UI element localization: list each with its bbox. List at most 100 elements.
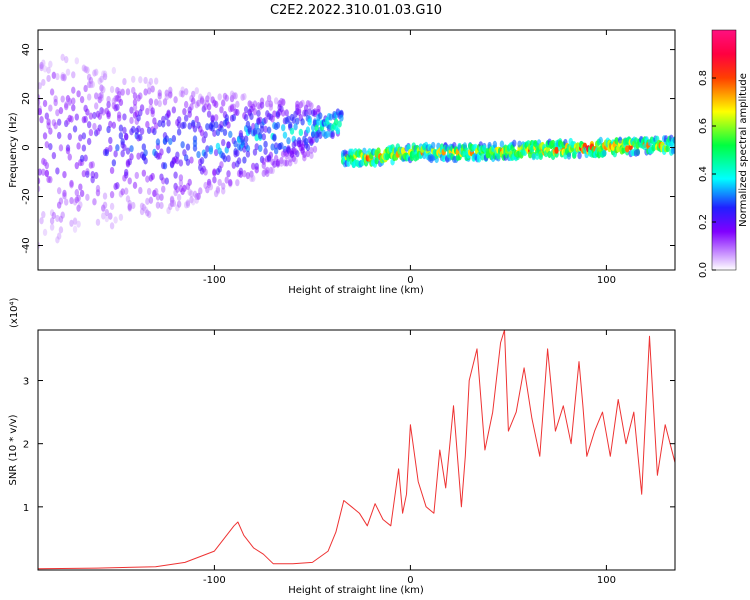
spectrogram-cell [166, 206, 171, 215]
spectrogram-cell [243, 135, 249, 143]
spectrogram-cell [349, 148, 355, 156]
spectrogram-cell [62, 170, 67, 179]
spectrogram-cell [242, 170, 247, 178]
spectrogram-cell [99, 91, 104, 99]
spectrogram-cell [173, 189, 178, 197]
spectrogram-cell [162, 98, 168, 106]
spectrogram-cell [228, 179, 233, 187]
spectrogram-cell [212, 176, 217, 184]
spectrogram-cell [312, 110, 318, 118]
spectrogram-cell [231, 114, 237, 122]
spectrogram-cell [127, 203, 132, 211]
spectrogram-cell [169, 199, 175, 208]
spectrogram-cell [325, 130, 330, 139]
spectrogram-cell [146, 81, 152, 89]
spectrogram-cell [182, 108, 187, 116]
spectrogram-cell [624, 145, 630, 153]
spectrogram-cell [74, 196, 80, 204]
spectrogram-cell [150, 172, 155, 181]
spectrogram-cell [268, 103, 274, 111]
spectrogram-cell [60, 72, 65, 80]
spectrogram-cell [88, 161, 94, 169]
spectrogram-cell [71, 71, 76, 79]
snr-y-tick-label: 3 [23, 377, 29, 388]
spectrogram-cell [86, 93, 92, 101]
spectrogram-cell [164, 89, 169, 97]
spectrogram-cell [517, 140, 522, 148]
spectrogram-cell [56, 131, 62, 140]
spectrogram-cell [305, 126, 311, 134]
spectrogram-cell [69, 115, 74, 123]
spectrogram-cell [212, 168, 217, 176]
spectrogram-cell [185, 199, 191, 207]
spectrogram-cell [74, 189, 80, 197]
spectrogram-cell [430, 141, 436, 150]
spectrogram-cell [62, 189, 67, 197]
spectrogram-cell [254, 143, 259, 151]
spectrogram-cell [101, 212, 106, 220]
spectrogram-cell [279, 97, 284, 106]
spectrogram-cell [259, 101, 265, 109]
spectrogram-cell [74, 57, 80, 65]
spectrogram-panel: -100 0 100 -40 -20 0 20 40 Height of straight l… [8, 29, 676, 296]
spectrogram-cell [58, 107, 64, 115]
spectrogram-cell [199, 95, 205, 103]
spectrogram-cell [132, 181, 138, 189]
spectrogram-cell [72, 125, 78, 133]
spectrogram-cell [215, 185, 221, 194]
spectrogram-cell [60, 95, 65, 103]
spectrogram-cell [51, 211, 57, 220]
spectrogram-cell [108, 212, 113, 220]
spectrogram-cell [88, 112, 94, 120]
spectrogram-cell [51, 71, 57, 80]
spectrogram-cell [101, 108, 106, 116]
spectrogram-cell [182, 121, 187, 129]
spectrogram-cell [219, 161, 224, 169]
spectrogram-cell [138, 133, 143, 142]
spectrogram-cell [145, 197, 150, 205]
spectrogram-cell [180, 187, 185, 196]
spectrogram-cell [441, 154, 446, 163]
spectrogram-cell [118, 213, 124, 221]
spectrogram-cell [111, 121, 117, 129]
spectrogram-cell [198, 93, 203, 101]
spectrogram-cell [138, 186, 143, 195]
spectrogram-cell [295, 100, 300, 108]
spectrogram-cell [309, 151, 314, 160]
spectrogram-cell [74, 113, 80, 121]
spectrogram-cell [199, 97, 205, 105]
spectrogram-cell [226, 170, 231, 178]
spectrogram-cell [577, 152, 582, 160]
spectrogram-cell [305, 143, 311, 152]
spectrogram-cell [81, 170, 87, 178]
spectrogram-cell [92, 69, 97, 77]
spectrogram-cell [94, 68, 99, 76]
spectrogram-cell [228, 130, 233, 138]
spectrogram-cell [94, 171, 99, 180]
spectrogram-cell [194, 115, 199, 123]
spectrogram-cell [129, 153, 134, 161]
spectrogram-cell [131, 125, 136, 134]
spectrogram-cell [41, 78, 46, 87]
spectrogram-cell [69, 196, 74, 205]
spectrogram-cell [153, 122, 159, 130]
spectrogram-cell [67, 153, 72, 161]
spectrogram-cell [196, 150, 201, 159]
spectrogram-cell [183, 201, 189, 209]
spectrogram-cell [201, 105, 207, 113]
spectrogram-cell [69, 219, 74, 227]
spectrogram-cell [249, 112, 254, 121]
spectrogram-cell [187, 106, 192, 114]
spectrogram-y-tick-label: -40 [21, 237, 32, 253]
spectrogram-cell [189, 196, 194, 204]
spectrogram-cell [109, 191, 115, 199]
spectrogram-cell [65, 95, 71, 103]
spectrogram-cell [284, 159, 289, 167]
spectrogram-cell [314, 124, 319, 132]
spectrogram-cell [286, 146, 291, 154]
colorbar-tick-label: 0.0 [698, 262, 709, 278]
spectrogram-cell [476, 155, 482, 163]
spectrogram-cell [196, 192, 201, 201]
spectrogram-cell [224, 94, 229, 102]
spectrogram-cell [226, 121, 231, 129]
